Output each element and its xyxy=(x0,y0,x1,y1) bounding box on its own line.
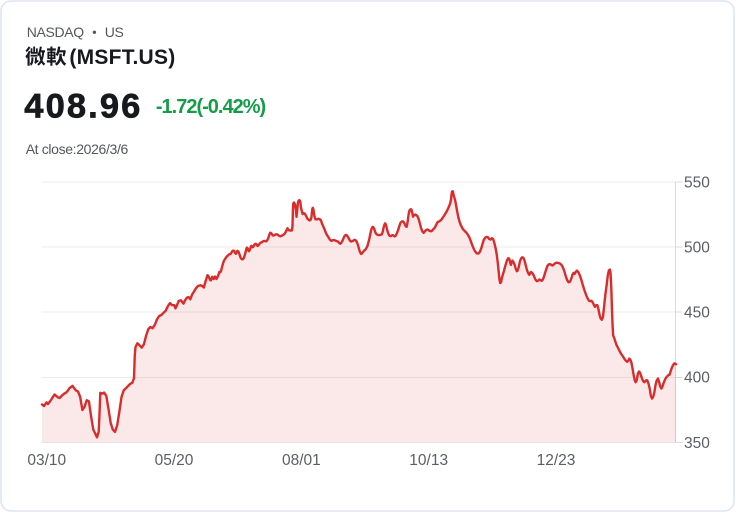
svg-text:05/20: 05/20 xyxy=(155,452,194,469)
svg-text:500: 500 xyxy=(684,239,710,256)
svg-text:350: 350 xyxy=(684,435,710,452)
svg-text:408.96: 408.96 xyxy=(24,88,142,126)
svg-text:At close:2026/3/6: At close:2026/3/6 xyxy=(26,141,129,157)
svg-text:NASDAQ: NASDAQ xyxy=(27,24,84,40)
svg-text:03/10: 03/10 xyxy=(27,452,66,469)
svg-text:400: 400 xyxy=(684,370,710,387)
svg-text:08/01: 08/01 xyxy=(282,452,321,469)
svg-text:550: 550 xyxy=(684,174,710,191)
svg-text:US: US xyxy=(105,24,124,40)
svg-text:(MSFT.US): (MSFT.US) xyxy=(69,46,175,69)
svg-text:12/23: 12/23 xyxy=(537,452,576,469)
svg-text:-1.72(-0.42%): -1.72(-0.42%) xyxy=(156,96,266,118)
svg-text:450: 450 xyxy=(684,305,710,322)
svg-text:10/13: 10/13 xyxy=(409,452,448,469)
